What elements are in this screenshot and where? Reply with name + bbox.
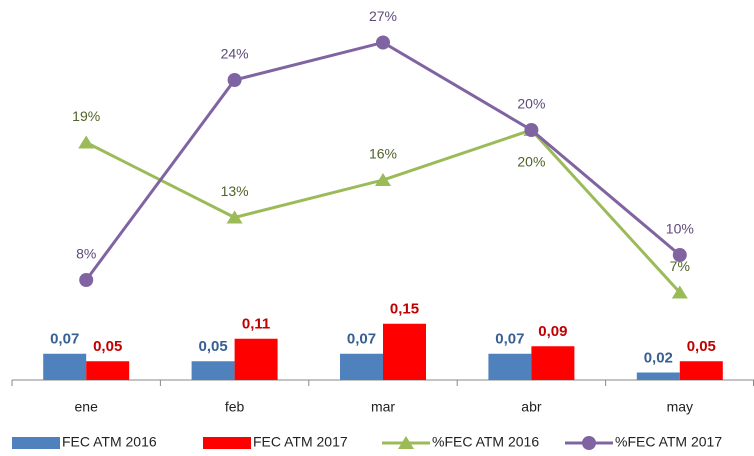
bar [636, 372, 680, 380]
x-tick-label: feb [225, 399, 245, 415]
bar [191, 361, 235, 380]
bar [488, 353, 532, 380]
bar-label: 0,07 [347, 331, 376, 348]
legend-label: FEC ATM 2017 [253, 434, 348, 450]
marker [226, 210, 243, 224]
bar [679, 361, 723, 380]
legend-label: %FEC ATM 2016 [432, 434, 539, 450]
legend-marker [398, 436, 414, 449]
legend-swatch [12, 437, 60, 449]
marker [78, 135, 95, 149]
legend-marker [582, 436, 596, 450]
bar [383, 323, 426, 380]
bar-label: 0,09 [538, 323, 567, 340]
bar-label: 0,07 [50, 331, 79, 348]
line-label: 16% [369, 146, 397, 162]
bar [234, 338, 278, 380]
x-tick-label: abr [521, 399, 542, 415]
line-label: 20% [517, 96, 545, 112]
bar [43, 353, 87, 380]
bar-label: 0,07 [495, 331, 524, 348]
x-axis-ticks [11, 380, 754, 386]
x-tick-label: ene [75, 399, 99, 415]
legend-label: FEC ATM 2016 [62, 434, 157, 450]
bar-label: 0,11 [242, 316, 270, 333]
line-label: 8% [76, 246, 96, 262]
bar-label: 0,02 [644, 349, 673, 366]
line-label: 13% [221, 183, 249, 199]
bar [340, 353, 383, 380]
bar [86, 361, 130, 380]
bar-label: 0,15 [390, 301, 419, 318]
line-label: 19% [72, 108, 100, 124]
marker [79, 273, 94, 287]
legend-swatch [203, 437, 251, 449]
bar-label: 0,05 [687, 338, 716, 355]
marker [672, 248, 687, 262]
marker [376, 35, 390, 50]
line-label: 27% [369, 8, 397, 24]
line-label: 24% [221, 46, 249, 62]
marker [524, 123, 539, 137]
legend-label: %FEC ATM 2017 [615, 434, 722, 450]
marker [227, 73, 242, 87]
x-tick-label: mar [371, 399, 395, 415]
bar-label: 0,05 [93, 338, 122, 355]
x-tick-label: may [667, 399, 693, 415]
line-label: 10% [666, 221, 694, 237]
bar [531, 346, 575, 380]
line-label: 7% [670, 258, 690, 274]
marker [671, 285, 688, 299]
line-label: 20% [517, 154, 545, 170]
bar-label: 0,05 [198, 338, 227, 355]
marker [375, 173, 391, 186]
